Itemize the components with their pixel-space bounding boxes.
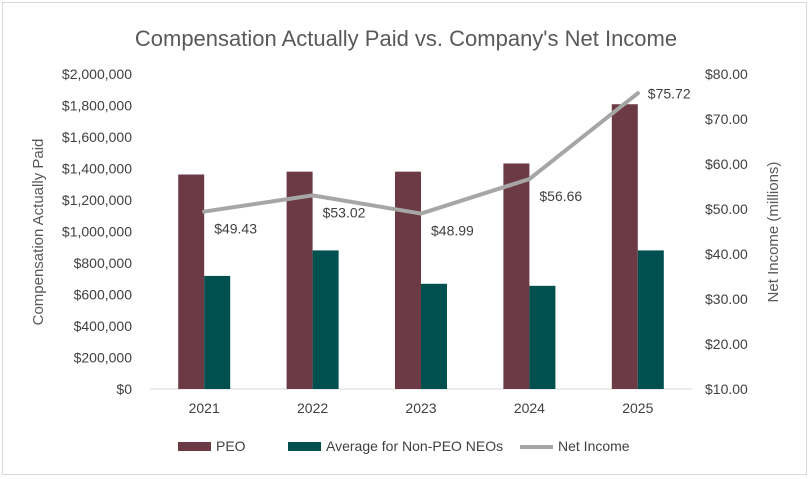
chart-title: Compensation Actually Paid vs. Company's… bbox=[135, 26, 677, 51]
y-tick-label: $800,000 bbox=[74, 255, 133, 271]
y-tick-label: $200,000 bbox=[74, 350, 133, 366]
bar-average-for-non-peo-neos bbox=[529, 285, 556, 389]
bar-peo bbox=[395, 171, 421, 389]
y-axis-title: Compensation Actually Paid bbox=[30, 139, 47, 326]
legend: PEO Average for Non-PEO NEOs Net Income bbox=[178, 438, 630, 454]
y-tick-label: $0 bbox=[116, 381, 132, 397]
y2-tick-label: $80.00 bbox=[705, 66, 748, 82]
y-tick-label: $1,000,000 bbox=[62, 224, 132, 240]
bar-average-for-non-peo-neos bbox=[204, 275, 231, 389]
y-tick-label: $1,200,000 bbox=[62, 192, 132, 208]
y2-tick-label: $10.00 bbox=[705, 381, 748, 397]
legend-label: PEO bbox=[216, 438, 246, 454]
net-income-point bbox=[635, 91, 640, 96]
y2-axis-title: Net Income (millions) bbox=[765, 162, 782, 303]
y-tick-label: $1,400,000 bbox=[62, 161, 132, 177]
legend-swatch bbox=[178, 442, 211, 451]
bar-average-for-non-peo-neos bbox=[637, 250, 664, 389]
y2-tick-label: $50.00 bbox=[705, 201, 748, 217]
legend-label: Net Income bbox=[558, 438, 630, 454]
bar-peo bbox=[503, 163, 530, 389]
net-income-data-label: $48.99 bbox=[431, 223, 474, 239]
net-income-point bbox=[310, 193, 315, 198]
net-income-data-label: $49.43 bbox=[214, 221, 257, 237]
x-tick-label: 2022 bbox=[297, 400, 328, 416]
x-tick-label: 2025 bbox=[622, 400, 653, 416]
bar-average-for-non-peo-neos bbox=[421, 283, 447, 389]
y-tick-label: $600,000 bbox=[74, 287, 133, 303]
net-income-data-label: $56.66 bbox=[539, 188, 582, 204]
net-income-point bbox=[419, 211, 423, 216]
bar-peo bbox=[286, 171, 313, 389]
y-tick-label: $1,600,000 bbox=[62, 129, 132, 145]
bar-average-for-non-peo-neos bbox=[312, 250, 339, 389]
plot-area: $0 $200,000 $400,000 $600,000 $800,000 $1,000… bbox=[62, 66, 748, 416]
net-income-point bbox=[527, 177, 532, 182]
x-tick-label: 2023 bbox=[405, 400, 436, 416]
y2-tick-label: $30.00 bbox=[705, 291, 748, 307]
y-tick-label: $2,000,000 bbox=[62, 66, 132, 82]
y-tick-label: $1,800,000 bbox=[62, 98, 132, 114]
x-tick-label: 2024 bbox=[514, 400, 545, 416]
net-income-data-label: $53.02 bbox=[323, 204, 366, 220]
legend-label: Average for Non-PEO NEOs bbox=[326, 438, 503, 454]
bar-peo bbox=[178, 174, 205, 389]
y2-tick-label: $40.00 bbox=[705, 246, 748, 262]
x-tick-label: 2021 bbox=[189, 400, 220, 416]
y2-tick-label: $60.00 bbox=[705, 156, 748, 172]
y2-tick-label: $20.00 bbox=[705, 336, 748, 352]
net-income-point bbox=[202, 209, 207, 214]
legend-swatch bbox=[288, 442, 321, 451]
bar-peo bbox=[611, 104, 638, 390]
y-tick-label: $400,000 bbox=[74, 318, 133, 334]
net-income-data-label: $75.72 bbox=[648, 85, 691, 101]
y2-tick-label: $70.00 bbox=[705, 111, 748, 127]
